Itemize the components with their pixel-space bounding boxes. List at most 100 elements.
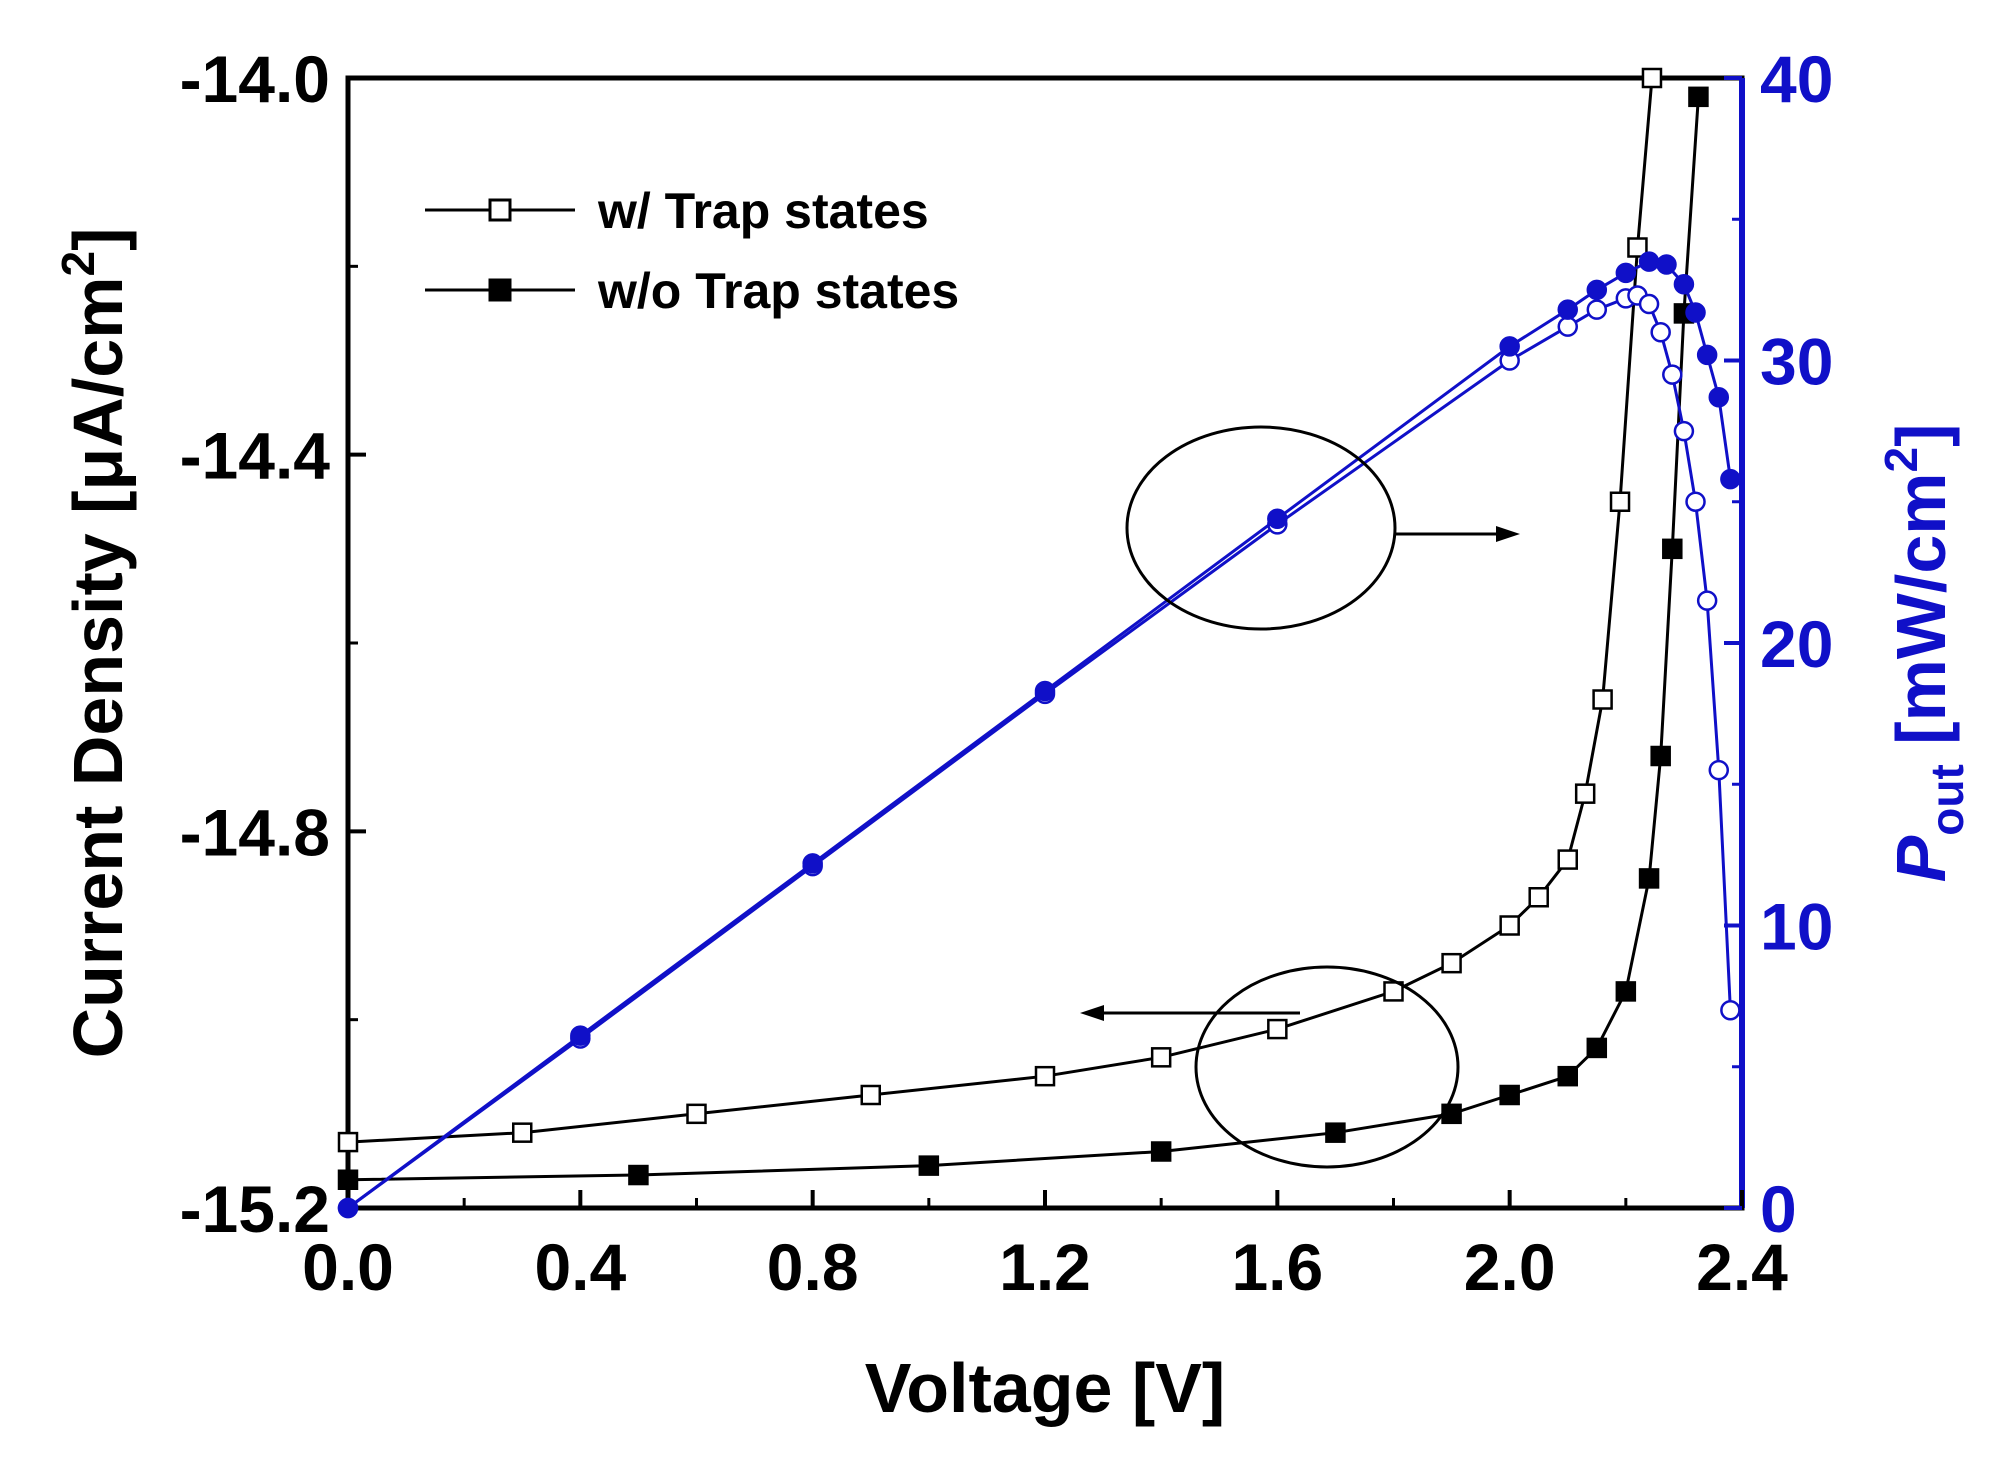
legend-marker-with-trap [488,198,512,222]
data-point [1696,590,1718,611]
data-point [1720,1000,1741,1021]
data-point [1499,336,1520,357]
legend-marker-without-trap [488,278,512,302]
right-axis-title-unit: [mW/cm [1882,472,1960,764]
data-point [628,1164,649,1186]
data-point [1499,1084,1520,1106]
data-point [337,1169,359,1190]
annotation-current [1080,965,1460,1169]
data-point [1673,273,1695,295]
data-point [1688,86,1709,108]
left-axis-ticks: -14.0 -14.4 -14.8 -15.2 [180,42,366,1246]
x-tick-label: 1.2 [999,1230,1091,1304]
right-axis-title-sup: 2 [1875,447,1927,473]
left-axis-title: Current Density [μA/cm2] [52,228,137,1059]
series-line [347,260,1732,1210]
left-axis-title-mu: μ [59,448,137,491]
data-point [1650,745,1671,767]
x-tick-label: 2.0 [1464,1230,1556,1304]
series-layer [337,67,1741,1219]
data-point [1325,1122,1346,1143]
left-tick-label: -14.4 [180,419,331,493]
left-axis-title-unit: A/cm [59,277,137,448]
left-tick-label: -14.0 [180,42,330,116]
data-point [1528,887,1549,908]
data-point [1034,680,1056,702]
data-point [1638,868,1660,889]
data-point [1441,952,1462,974]
data-point [1638,293,1660,315]
data-point [1662,364,1683,385]
legend-label-without-trap: w/o Trap states [597,263,959,319]
right-axis-title-sub: out [1921,764,1973,836]
data-point [1708,759,1730,781]
series-0 [337,67,1663,1153]
data-point [1609,491,1631,512]
data-point [1034,1065,1056,1087]
data-point [1615,262,1637,284]
legend: w/ Trap states w/o Trap states [425,183,959,319]
right-tick-label: 30 [1760,325,1833,399]
data-point [918,1155,940,1176]
x-axis-title: Voltage [V] [865,1349,1225,1427]
data-point [1499,915,1520,936]
right-tick-label: 0 [1760,1172,1797,1246]
x-tick-label: 0.4 [534,1230,626,1304]
annotation-power [1125,425,1520,631]
x-tick-label: 0.8 [767,1230,859,1304]
left-axis-title-main: Current Density [ [59,491,137,1059]
x-tick-label: 0.0 [302,1230,394,1304]
data-point [1150,1047,1172,1068]
right-tick-label: 10 [1760,890,1833,964]
data-point [570,1025,591,1046]
data-point [1557,1065,1578,1087]
data-point [1557,316,1578,337]
data-point [1656,254,1677,275]
data-point [1267,1018,1288,1040]
series-line [347,77,1654,1144]
right-axis-ticks: 0 10 20 30 40 [1724,42,1833,1246]
annotation-ellipse-power [1125,425,1397,631]
data-point [802,853,823,874]
data-point [1586,1037,1608,1059]
data-point [1673,420,1695,442]
data-point [512,1122,533,1143]
data-point [1557,299,1578,320]
right-axis-title-p: P [1882,835,1960,882]
data-point [1615,981,1637,1002]
data-point [1627,237,1648,258]
left-axis-title-close: ] [59,228,137,251]
data-point [1685,491,1706,512]
data-point [337,1197,359,1219]
data-point [1720,468,1741,490]
left-tick-label: -14.8 [180,795,330,869]
data-point [1150,1141,1172,1162]
series-1 [337,86,1709,1190]
right-tick-label: 40 [1760,42,1833,116]
data-point [1586,279,1608,301]
data-point [1574,783,1596,804]
series-line [347,96,1700,1182]
data-point [1586,299,1608,320]
data-point [1662,538,1683,560]
data-point [1696,344,1718,366]
left-axis-title-sup: 2 [52,251,104,277]
x-tick-label: 1.6 [1231,1230,1323,1304]
right-axis-title-close: ] [1882,424,1960,447]
data-point [1267,508,1288,529]
plot-frame [345,75,1745,1211]
right-tick-label: 20 [1760,607,1833,681]
data-point [1650,322,1671,343]
data-point [1708,386,1730,408]
data-point [1592,689,1613,710]
annotation-arrowhead-left [1080,1005,1104,1021]
data-point [1641,67,1663,89]
left-tick-label: -15.2 [180,1172,330,1246]
legend-label-with-trap: w/ Trap states [597,183,929,239]
x-axis-ticks: 0.0 0.4 0.8 1.2 1.6 2.0 2.4 [302,1190,1788,1304]
data-point [1685,302,1706,323]
data-point [686,1103,707,1125]
data-point [860,1084,881,1106]
data-point [1638,251,1660,272]
